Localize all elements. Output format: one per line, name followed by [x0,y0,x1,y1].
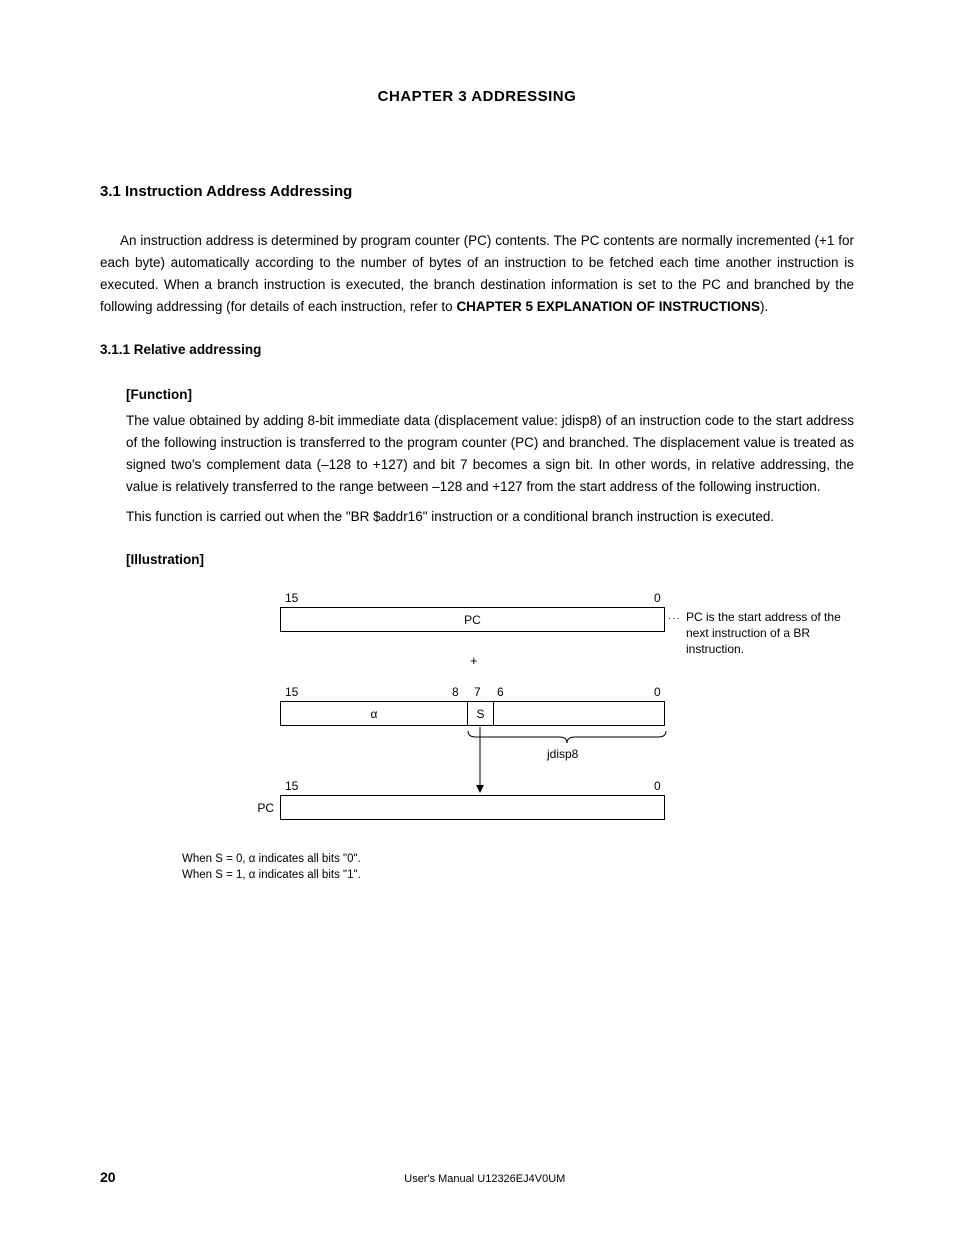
jdisp8-label: jdisp8 [547,747,578,761]
illustration-diagram: 15 0 PC ··· PC is the start address of t… [160,587,854,907]
intro-bold-ref: CHAPTER 5 EXPLANATION OF INSTRUCTIONS [456,299,760,314]
note-line-2: When S = 1, α indicates all bits "1". [182,867,361,883]
alpha-segment: α [281,702,467,725]
jdisp8-brace [466,729,668,747]
pc-side-label: PC [248,801,274,815]
alpha-label: α [371,707,378,721]
bit-label-0-row1: 0 [654,591,661,605]
chapter-title: CHAPTER 3 ADDRESSING [100,88,854,105]
plus-sign: + [470,653,478,668]
bit-label-7-row2: 7 [474,685,481,699]
pc-annotation: PC is the start address of the next inst… [686,609,866,657]
intro-tail: ). [760,299,768,314]
pc-register-box-top: PC [280,607,665,632]
bit-label-15-row3: 15 [285,779,298,793]
pc-register-box-bottom [280,795,665,820]
bit-label-15-row1: 15 [285,591,298,605]
bit-label-0-row3: 0 [654,779,661,793]
arrow-down [475,727,485,795]
bit-label-8-row2: 8 [452,685,459,699]
low-segment [493,702,664,725]
illustration-label: [Illustration] [126,552,854,567]
manual-id: User's Manual U12326EJ4V0UM [116,1173,854,1185]
function-text-2: This function is carried out when the "B… [126,506,854,528]
function-label: [Function] [126,387,854,402]
page-number: 20 [100,1169,116,1185]
subsection-heading: 3.1.1 Relative addressing [100,342,854,357]
displacement-box: α S [280,701,665,726]
s-segment: S [467,702,493,725]
bit-label-15-row2: 15 [285,685,298,699]
note-line-1: When S = 0, α indicates all bits "0". [182,851,361,867]
bit-label-6-row2: 6 [497,685,504,699]
section-heading: 3.1 Instruction Address Addressing [100,183,854,200]
bit-label-0-row2: 0 [654,685,661,699]
pc-label-top: PC [464,613,481,627]
function-text-1: The value obtained by adding 8-bit immed… [126,410,854,498]
intro-paragraph: An instruction address is determined by … [100,230,854,318]
page-footer: 20 User's Manual U12326EJ4V0UM [100,1169,854,1185]
dotted-leader: ··· [668,613,681,624]
s-label: S [476,707,484,721]
